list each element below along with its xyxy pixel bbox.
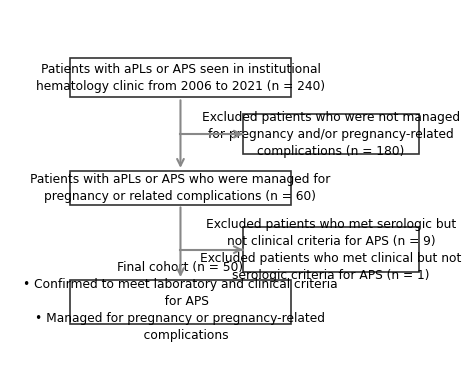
- FancyBboxPatch shape: [70, 280, 291, 324]
- Text: Excluded patients who were not managed
for pregnancy and/or pregnancy-related
co: Excluded patients who were not managed f…: [202, 111, 460, 158]
- Text: Final cohort (n = 50)
• Confirmed to meet laboratory and clinical criteria
   fo: Final cohort (n = 50) • Confirmed to mee…: [23, 261, 338, 342]
- FancyBboxPatch shape: [70, 58, 291, 97]
- FancyBboxPatch shape: [243, 227, 419, 272]
- Text: Excluded patients who met serologic but
not clinical criteria for APS (n = 9)
Ex: Excluded patients who met serologic but …: [201, 218, 462, 282]
- FancyBboxPatch shape: [70, 171, 291, 205]
- FancyBboxPatch shape: [243, 114, 419, 154]
- Text: Patients with aPLs or APS who were managed for
pregnancy or related complication: Patients with aPLs or APS who were manag…: [30, 173, 331, 203]
- Text: Patients with aPLs or APS seen in institutional
hematology clinic from 2006 to 2: Patients with aPLs or APS seen in instit…: [36, 63, 325, 93]
